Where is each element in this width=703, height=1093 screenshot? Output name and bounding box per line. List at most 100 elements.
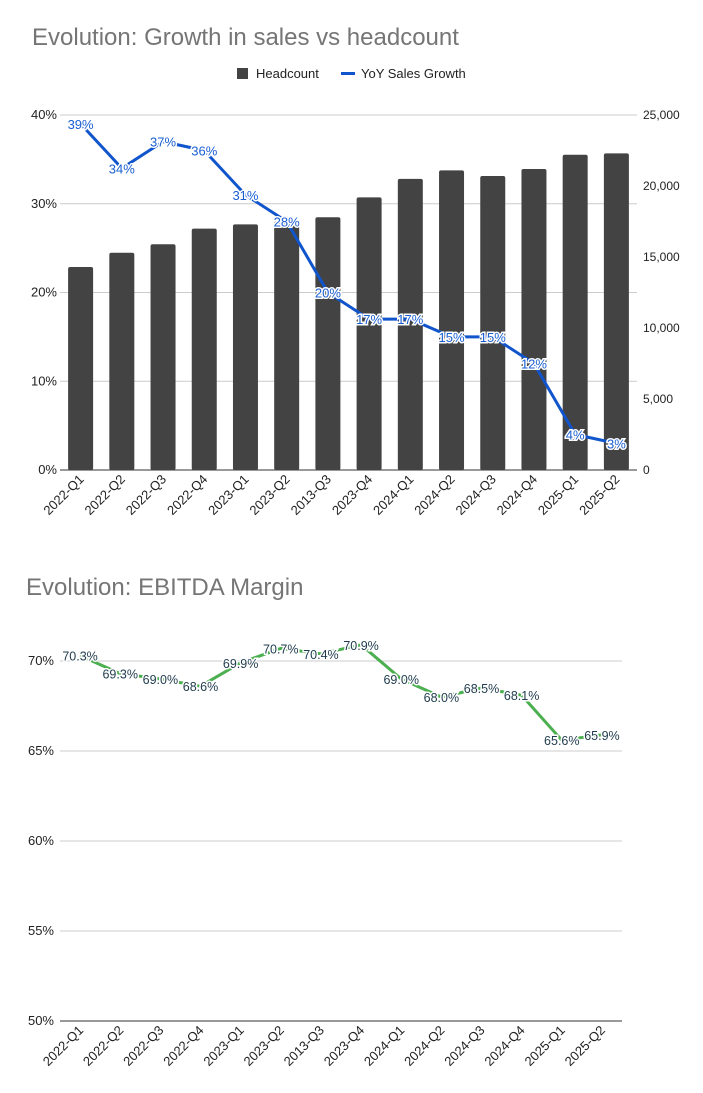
growth-data-label: 15% [480, 330, 506, 345]
headcount-bar [274, 221, 300, 470]
x-tick-label: 2022-Q3 [120, 1023, 166, 1069]
chart1-left-axis: 0% 10% 20% 30% 40% [31, 107, 57, 477]
left-tick-label: 30% [31, 196, 57, 211]
y-tick-label: 60% [28, 833, 54, 848]
left-tick-label: 20% [31, 285, 57, 300]
chart2-gridlines [60, 660, 622, 1022]
margin-data-label: 70.3% [62, 650, 97, 664]
headcount-bar [150, 244, 176, 470]
headcount-bar [562, 154, 588, 470]
margin-data-label: 65.6% [544, 734, 579, 748]
x-tick-label: 2022-Q3 [123, 472, 169, 518]
growth-data-label: 31% [232, 188, 258, 203]
chart1-bars [68, 153, 629, 471]
x-tick-label: 2025-Q2 [562, 1023, 608, 1069]
y-tick-label: 50% [28, 1013, 54, 1028]
margin-data-label: 68.1% [504, 689, 539, 703]
headcount-bar [232, 224, 258, 470]
x-tick-label: 2022-Q1 [40, 1023, 86, 1069]
growth-data-label: 15% [439, 330, 465, 345]
headcount-bar [397, 178, 423, 470]
left-tick-label: 10% [31, 373, 57, 388]
chart2-x-axis: 2022-Q12022-Q22022-Q32022-Q42023-Q12023-… [40, 1023, 608, 1069]
margin-data-label: 68.5% [464, 682, 499, 696]
legend-headcount-swatch [237, 68, 248, 79]
growth-data-label: 37% [150, 135, 176, 150]
x-tick-label: 2023-Q4 [321, 1023, 367, 1069]
x-tick-label: 2025-Q1 [535, 472, 581, 518]
headcount-bar [356, 197, 382, 471]
left-tick-label: 40% [31, 107, 57, 122]
headcount-bar [191, 228, 217, 470]
chart1-legend: Headcount YoY Sales Growth [237, 66, 466, 81]
x-tick-label: 2024-Q4 [481, 1023, 527, 1069]
right-tick-label: 25,000 [643, 108, 680, 122]
left-tick-label: 0% [38, 462, 57, 477]
x-tick-label: 2022-Q2 [80, 1023, 126, 1069]
margin-series-line [79, 643, 603, 742]
growth-data-label: 34% [109, 161, 135, 176]
chart2-data-labels: 70.3% 69.3% 69.0% 68.6% 69.9% 70.7% 70.4% 70.9%… [61, 637, 621, 749]
growth-data-label: 17% [356, 312, 382, 327]
chart1-right-axis: 0 5,000 10,000 15,000 20,000 25,000 [643, 108, 680, 477]
y-tick-label: 55% [28, 923, 54, 938]
x-tick-label: 2024-Q1 [370, 472, 416, 518]
ebitda-margin-chart: Evolution: EBITDA Margin 50% 55% 60% 65% 70%… [26, 574, 622, 1069]
margin-data-label: 65.9% [584, 729, 619, 743]
x-tick-label: 2024-Q2 [411, 472, 457, 518]
margin-data-label: 68.6% [183, 680, 218, 694]
right-tick-label: 5,000 [643, 392, 673, 406]
x-tick-label: 2024-Q3 [452, 472, 498, 518]
y-tick-label: 70% [28, 653, 54, 668]
y-tick-label: 65% [28, 743, 54, 758]
chart1-x-axis: 2022-Q12022-Q22022-Q32022-Q42023-Q12023-… [40, 472, 622, 518]
growth-data-label: 12% [521, 357, 547, 372]
x-tick-label: 2023-Q2 [241, 1023, 287, 1069]
margin-data-label: 69.3% [102, 668, 137, 682]
x-tick-label: 2024-Q2 [401, 1023, 447, 1069]
chart1-title: Evolution: Growth in sales vs headcount [32, 24, 459, 51]
legend-growth-label: YoY Sales Growth [361, 66, 466, 81]
headcount-bar [68, 266, 94, 470]
margin-data-label: 70.9% [343, 639, 378, 653]
chart2-margin-line [79, 643, 603, 742]
growth-data-label: 4% [566, 428, 585, 443]
x-tick-label: 2024-Q1 [361, 1023, 407, 1069]
headcount-bar [439, 170, 465, 470]
x-tick-label: 2024-Q3 [441, 1023, 487, 1069]
x-tick-label: 2022-Q1 [40, 472, 86, 518]
growth-data-label: 17% [397, 312, 423, 327]
legend-headcount-label: Headcount [256, 66, 319, 81]
chart2-y-axis: 50% 55% 60% 65% 70% [28, 653, 54, 1028]
chart1-data-labels: 39% 34% 37% 36% 31% 28% 20% 17% 17% 15% 15% 12% 4% 3% [66, 115, 628, 453]
margin-data-label: 68.0% [424, 691, 459, 705]
headcount-growth-chart: Evolution: Growth in sales vs headcount … [31, 24, 680, 518]
x-tick-label: 2013-Q3 [281, 1023, 327, 1069]
right-tick-label: 0 [643, 463, 650, 477]
right-tick-label: 15,000 [643, 250, 680, 264]
chart2-title: Evolution: EBITDA Margin [26, 574, 303, 601]
x-tick-label: 2023-Q1 [200, 1023, 246, 1069]
margin-data-label: 70.7% [263, 642, 298, 656]
chart1-gridlines [60, 114, 637, 471]
headcount-bar [603, 153, 629, 470]
x-tick-label: 2023-Q2 [246, 472, 292, 518]
right-tick-label: 10,000 [643, 321, 680, 335]
x-tick-label: 2023-Q1 [205, 472, 251, 518]
headcount-bar [480, 176, 506, 470]
x-tick-label: 2013-Q3 [288, 472, 334, 518]
right-tick-label: 20,000 [643, 179, 680, 193]
growth-data-label: 3% [607, 436, 626, 451]
growth-data-label: 20% [315, 286, 341, 301]
legend-growth-swatch [341, 72, 355, 75]
chart1-growth-line [79, 122, 617, 445]
x-tick-label: 2025-Q2 [576, 472, 622, 518]
x-tick-label: 2024-Q4 [494, 472, 540, 518]
x-tick-label: 2025-Q1 [522, 1023, 568, 1069]
x-tick-label: 2022-Q4 [164, 472, 210, 518]
margin-data-label: 69.0% [143, 673, 178, 687]
growth-data-label: 39% [68, 117, 94, 132]
growth-data-label: 28% [274, 215, 300, 230]
x-tick-label: 2022-Q2 [82, 472, 128, 518]
